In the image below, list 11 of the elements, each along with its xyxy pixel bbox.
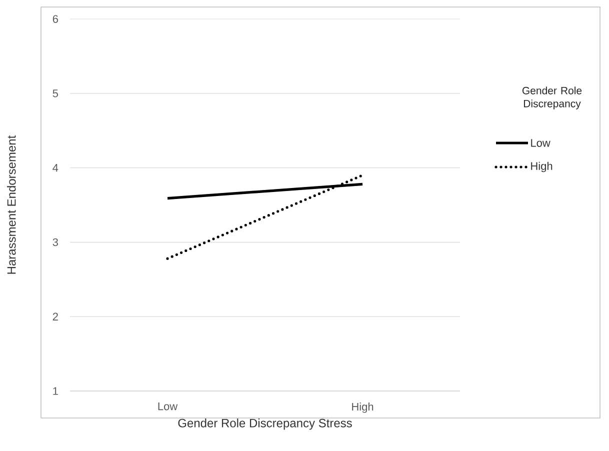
legend-title: Gender Role Discrepancy bbox=[522, 86, 582, 110]
x-axis-title: Gender Role Discrepancy Stress bbox=[178, 418, 352, 430]
y-tick-label: 3 bbox=[52, 238, 58, 246]
y-tick-label: 2 bbox=[52, 312, 58, 320]
y-tick-label: 6 bbox=[52, 15, 58, 23]
legend-label: High bbox=[531, 162, 552, 172]
y-tick-label: 5 bbox=[52, 90, 58, 98]
legend-label: Low bbox=[531, 139, 550, 147]
y-axis-title: Harassment Endorsement bbox=[6, 135, 16, 274]
y-tick-label: 1 bbox=[53, 387, 58, 395]
y-tick-label: 4 bbox=[52, 164, 58, 172]
